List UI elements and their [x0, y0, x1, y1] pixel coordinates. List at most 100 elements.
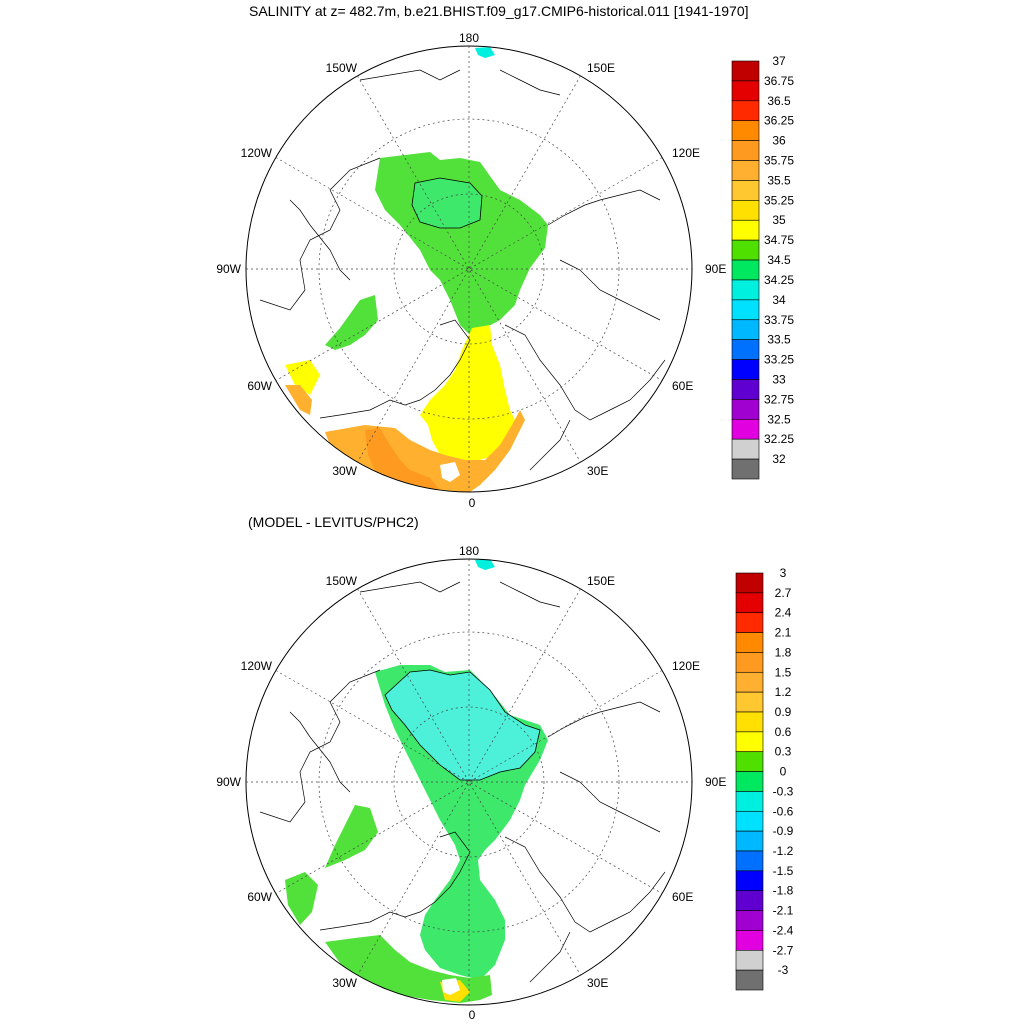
colorbar-swatch	[731, 339, 760, 360]
bottom-coastlines	[259, 581, 666, 983]
top-low-center	[411, 177, 483, 229]
top-label-90e: 90E	[705, 262, 726, 276]
top-label-120e: 120E	[672, 146, 700, 160]
colorbar-swatch	[735, 731, 764, 753]
colorbar-swatch	[735, 671, 764, 693]
colorbar-tick-label: 36.75	[764, 74, 794, 88]
colorbar-tick-label: 37	[772, 54, 786, 68]
colorbar-swatch	[735, 791, 764, 812]
colorbar-tick-label: 32.25	[764, 432, 794, 446]
top-map-fields	[259, 47, 666, 492]
colorbar-tick-label: 35.5	[767, 173, 791, 187]
colorbar-tick-label: 36	[772, 134, 786, 148]
colorbar-swatch	[731, 279, 760, 301]
colorbar-swatch	[731, 418, 760, 440]
bottom-bering-patch	[475, 559, 495, 570]
colorbar-tick-label: -2.4	[773, 923, 794, 937]
colorbar-tick-label: 0.3	[775, 745, 792, 759]
colorbar-tick-label: 34	[772, 293, 786, 307]
colorbar-swatch	[731, 160, 760, 181]
colorbar-swatch	[731, 120, 760, 141]
colorbar-swatch	[731, 379, 760, 400]
top-label-0: 0	[469, 496, 476, 510]
colorbar-swatch	[731, 438, 760, 460]
top-label-30e: 30E	[587, 464, 608, 478]
colorbar-swatch	[731, 219, 760, 241]
colorbar-tick-label: -2.7	[773, 943, 794, 957]
top-green-region	[375, 152, 548, 335]
colorbar-tick-label: -0.3	[773, 784, 794, 798]
top-iceland	[440, 462, 460, 482]
bottom-graticule	[246, 559, 692, 1005]
bottom-baffin-green	[325, 805, 378, 868]
colorbar-tick-label: 0	[780, 765, 787, 779]
colorbar-tick-label: 32.75	[764, 392, 794, 406]
colorbar-swatch	[731, 458, 760, 480]
colorbar-swatch	[731, 399, 760, 420]
colorbar-tick-label: 35	[772, 213, 786, 227]
top-label-90w: 90W	[216, 262, 241, 276]
colorbar-tick-label: 36.25	[764, 114, 794, 128]
colorbar-swatch	[735, 890, 764, 911]
top-label-60e: 60E	[672, 379, 693, 393]
colorbar-swatch	[735, 830, 764, 852]
colorbar-tick-label: -2.1	[773, 904, 794, 918]
difference-colorbar: 3 2.7 2.4 2.1 1.8 1.5 1.2 0.9 0.6 0.3 0 -0.3 -0.6 -0.…	[735, 566, 794, 991]
colorbar-swatch	[735, 652, 764, 673]
colorbar-tick-label: 3	[780, 566, 787, 580]
colorbar-tick-label: 33.75	[764, 313, 794, 327]
top-label-120w: 120W	[241, 146, 273, 160]
bottom-map-fields	[259, 559, 666, 1003]
colorbar-tick-label: -1.5	[773, 864, 794, 878]
colorbar-swatch	[735, 969, 764, 991]
colorbar-swatch	[731, 319, 760, 340]
colorbar-tick-label: 2.1	[775, 626, 792, 640]
colorbar-swatch	[735, 910, 764, 931]
colorbar-swatch	[735, 949, 764, 971]
colorbar-swatch	[731, 200, 760, 221]
colorbar-swatch	[731, 140, 760, 161]
bottom-label-0: 0	[469, 1008, 476, 1022]
bottom-label-30w: 30W	[332, 976, 357, 990]
colorbar-tick-label: 32	[772, 452, 786, 466]
bottom-map-title: (MODEL - LEVITUS/PHC2)	[248, 514, 419, 530]
top-map-title: SALINITY at z= 482.7m, b.e21.BHIST.f09_g…	[249, 3, 749, 19]
colorbar-swatch	[735, 632, 764, 653]
colorbar-swatch	[735, 592, 764, 614]
colorbar-tick-label: 36.5	[767, 94, 791, 108]
bottom-labrador-green	[285, 872, 318, 925]
colorbar-tick-label: 1.8	[775, 645, 792, 659]
top-dark-orange-patch	[365, 428, 440, 490]
colorbar-swatch	[735, 691, 764, 713]
bottom-label-150e: 150E	[587, 574, 615, 588]
bottom-label-180: 180	[459, 544, 479, 558]
colorbar-tick-label: 34.5	[767, 253, 791, 267]
colorbar-tick-label: -1.8	[773, 884, 794, 898]
top-labrador-orange	[285, 385, 312, 415]
colorbar-swatch	[731, 259, 760, 281]
bottom-label-30e: 30E	[587, 976, 608, 990]
colorbar-swatch	[731, 100, 760, 122]
colorbar-tick-label: 34.75	[764, 233, 794, 247]
colorbar-tick-label: 0.6	[775, 725, 792, 739]
colorbar-swatch	[731, 180, 760, 201]
top-yellow-region	[420, 325, 515, 460]
colorbar-tick-label: 35.75	[764, 154, 794, 168]
colorbar-tick-label: 34.25	[764, 273, 794, 287]
salinity-colorbar: 37 36.75 36.5 36.25 36 35.75 35.5 35.25 35 34.75 3…	[731, 54, 794, 480]
colorbar-tick-label: 2.4	[775, 606, 792, 620]
colorbar-tick-label: 33	[772, 372, 786, 386]
top-label-30w: 30W	[332, 464, 357, 478]
colorbar-tick-label: -3	[778, 963, 789, 977]
colorbar-tick-label: 33.5	[767, 333, 791, 347]
colorbar-swatch	[735, 612, 764, 633]
colorbar-tick-label: 2.7	[775, 586, 792, 600]
colorbar-swatch	[735, 572, 764, 594]
bottom-map: 180 0 90W 90E 150W 120W 150E 120E 60W 30…	[216, 544, 726, 1022]
colorbar-tick-label: -0.9	[773, 824, 794, 838]
bottom-label-120e: 120E	[672, 659, 700, 673]
colorbar-swatch	[735, 771, 764, 792]
bottom-label-150w: 150W	[326, 574, 358, 588]
top-label-150w: 150W	[326, 61, 358, 75]
top-coastlines	[259, 69, 666, 471]
